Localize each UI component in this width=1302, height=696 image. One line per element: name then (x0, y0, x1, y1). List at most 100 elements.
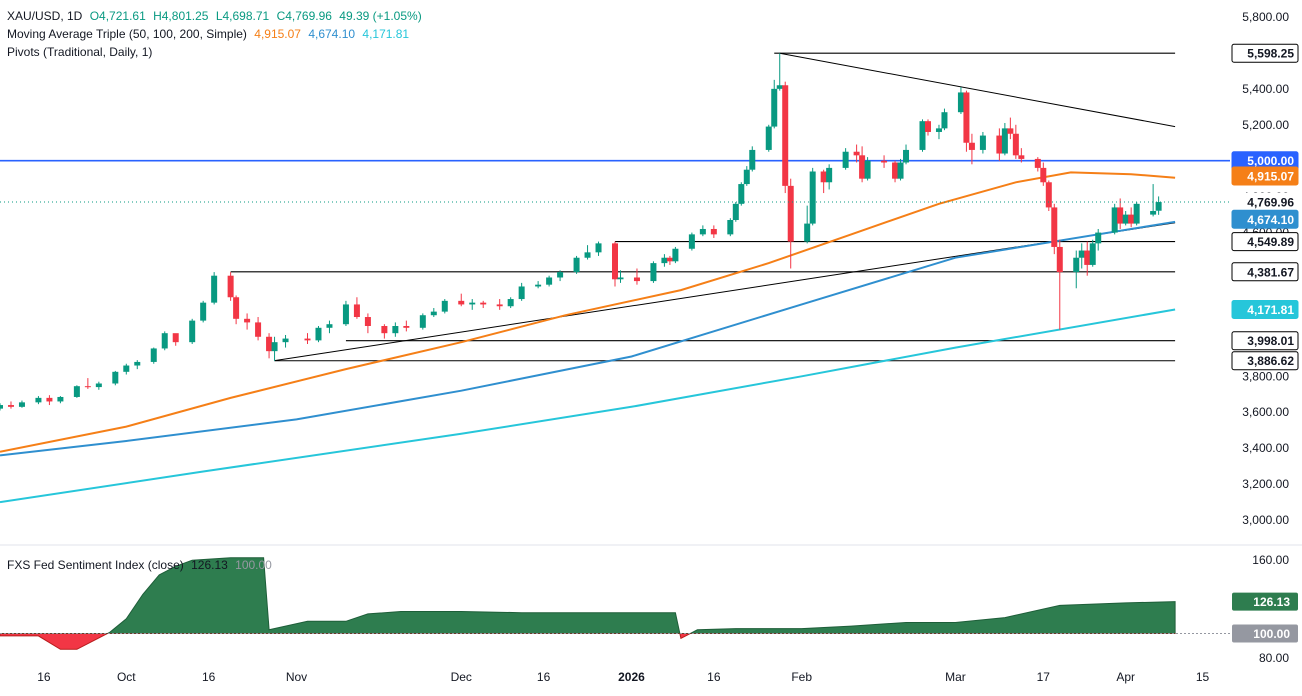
candle-body (743, 169, 750, 185)
ma50-line (0, 171, 1176, 453)
candle-body (57, 396, 64, 402)
candle-body (1111, 207, 1118, 233)
candle-body (666, 257, 673, 262)
candle-body (557, 272, 564, 278)
price-tick-label: 3,200.00 (1242, 477, 1289, 491)
pivots-legend: Pivots (Traditional, Daily, 1) (7, 44, 156, 60)
price-label-pivot: 3,886.62 (1247, 354, 1294, 368)
candle-body (859, 155, 866, 179)
candle-body (782, 85, 789, 186)
candle-body (573, 257, 580, 273)
trend-line (779, 52, 1176, 128)
candle-body (7, 405, 14, 407)
candle-body (227, 275, 234, 298)
candle-body (458, 300, 465, 305)
candle-body (353, 304, 360, 318)
price-label-pivot: 3,998.01 (1247, 334, 1294, 348)
price-label-box (1231, 43, 1299, 63)
candle-body (200, 302, 207, 321)
price-label-box (1231, 232, 1299, 252)
time-tick-label: 16 (537, 670, 551, 684)
candle-body (255, 322, 262, 337)
price-label-box (1231, 209, 1299, 229)
indicator-label-box (1232, 592, 1298, 611)
candle-body (633, 277, 640, 282)
candle-body (403, 326, 410, 328)
candle-body (787, 185, 794, 242)
candle-body (842, 151, 849, 168)
candle-body (749, 149, 756, 170)
indicator-baseline-value: 100.00 (235, 558, 272, 572)
candle-body (672, 248, 679, 262)
candle-body (342, 304, 349, 325)
price-label-pivot: 4,381.67 (1247, 265, 1294, 279)
candle-body (963, 92, 970, 143)
ma-label: Moving Average Triple (50, 100, 200, Sim… (7, 27, 247, 41)
candle-body (820, 171, 827, 183)
candle-body (1122, 214, 1129, 224)
candle-body (381, 326, 388, 334)
ma200-line (0, 308, 1176, 504)
candle-body (1095, 232, 1102, 244)
candle-body (419, 315, 426, 328)
candle-body (826, 167, 833, 183)
candle-body (469, 302, 476, 305)
candle-body (161, 333, 168, 349)
price-tick-label: 5,200.00 (1242, 118, 1289, 132)
candle-body (123, 365, 130, 372)
candle-body (233, 297, 240, 319)
price-tick-label: 3,000.00 (1242, 513, 1289, 527)
candle-body (612, 243, 618, 280)
candle-body (73, 386, 80, 397)
candle-body (1133, 203, 1140, 224)
symbol-title: XAU/USD, 1D (7, 9, 83, 23)
candle-body (535, 284, 542, 287)
candle-body (1084, 250, 1091, 265)
time-tick-label: Oct (117, 670, 136, 684)
candle-body (244, 318, 251, 323)
candle-body (1056, 246, 1063, 273)
candle-body (1007, 128, 1014, 134)
candle-body (1073, 257, 1080, 273)
candle-body (881, 160, 888, 163)
candle-body (84, 386, 91, 388)
pivots-label: Pivots (Traditional, Daily, 1) (7, 45, 153, 59)
indicator-label: FXS Fed Sentiment Index (close) (7, 558, 184, 572)
candle-body (134, 361, 141, 366)
price-label-pivot: 4,549.89 (1247, 235, 1294, 249)
candle-body (150, 348, 157, 362)
price-label-box (1231, 166, 1299, 186)
price-tick-label: 5,400.00 (1242, 82, 1289, 96)
candle-body (1078, 250, 1085, 258)
candle-body (364, 317, 371, 326)
candle-body (864, 160, 871, 179)
candle-body (710, 228, 717, 235)
price-tick-label: 3,800.00 (1242, 369, 1289, 383)
candle-body (979, 135, 986, 150)
ohlc-open: O4,721.61 (89, 9, 146, 23)
candle-body (1150, 211, 1157, 215)
indicator-label: 126.13 (1253, 595, 1290, 609)
ohlc-low: L4,698.71 (215, 9, 270, 23)
candle-body (546, 277, 553, 285)
candle-body (771, 88, 778, 127)
candle-body (957, 92, 964, 113)
ma200-value: 4,171.81 (362, 27, 410, 41)
time-tick-label: Nov (286, 670, 307, 684)
indicator-tick-label: 80.00 (1259, 651, 1289, 665)
candle-body (1117, 207, 1124, 224)
time-tick-label: Apr (1116, 670, 1135, 684)
candle-body (617, 277, 624, 280)
candle-body (282, 338, 289, 343)
candle-body (266, 336, 273, 352)
candle-body (996, 135, 1003, 154)
price-label-box (1231, 331, 1299, 351)
candle-body (1045, 182, 1052, 208)
time-tick-label: 2026 (618, 670, 645, 684)
price-label-level: 5,000.00 (1247, 154, 1294, 168)
candle-body (765, 126, 772, 150)
time-tick-label: 16 (37, 670, 51, 684)
candle-body (430, 311, 437, 316)
